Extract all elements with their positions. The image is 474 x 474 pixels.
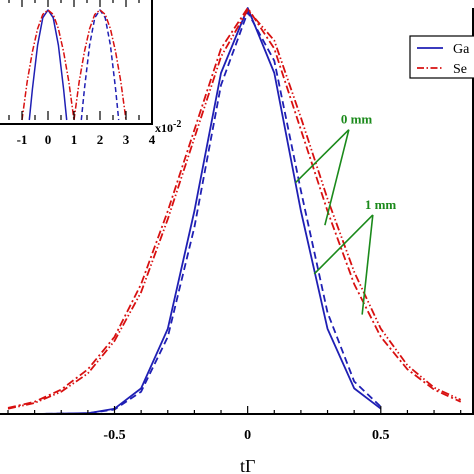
inset-curves — [21, 9, 127, 121]
legend-box — [409, 35, 474, 79]
inset-x-tick-label: 3 — [123, 132, 130, 147]
inset-x-tick-label: 2 — [97, 132, 104, 147]
main-plot: -0.5 0 0.5 tΓ 0 mm 1 mm — [0, 7, 474, 474]
main-series-line-2 — [7, 7, 462, 409]
main-x-tick-label: -0.5 — [103, 428, 125, 443]
inset-x-tick-label: -1 — [17, 132, 28, 147]
inset-x-tick-label: 1 — [71, 132, 78, 147]
main-x-tick-label: 0.5 — [372, 428, 390, 443]
legend-label-se: Se — [453, 62, 467, 77]
main-x-tick-label: 0 — [244, 428, 251, 443]
annotation-leader — [313, 214, 374, 275]
inset-series-line-2 — [21, 9, 75, 121]
annotation-label: 1 mm — [365, 197, 397, 212]
annotation-leader — [324, 129, 350, 226]
legend: Ga Se — [409, 35, 474, 79]
annotations: 0 mm 1 mm — [295, 112, 397, 315]
legend-label-ga: Ga — [453, 42, 470, 57]
x-axis-label: tΓ — [240, 456, 255, 474]
main-series-line-3 — [7, 9, 462, 410]
inset-x-multiplier: x10-2 — [155, 119, 181, 135]
inset-x-tick-label: 4 — [149, 132, 156, 147]
inset-series-line-0 — [28, 9, 68, 121]
annotation-leader — [295, 129, 350, 184]
inset-x-tick-label: 0 — [45, 132, 52, 147]
annotation-label: 0 mm — [341, 112, 373, 127]
annotation-leader — [361, 214, 374, 315]
inset-x-multiplier-base: x10 — [155, 121, 173, 135]
inset-series-line-1 — [80, 9, 120, 121]
inset-x-multiplier-exp: -2 — [173, 119, 181, 130]
main-x-ticks: -0.5 0 0.5 — [7, 406, 462, 443]
inset-series-line-3 — [73, 9, 127, 121]
